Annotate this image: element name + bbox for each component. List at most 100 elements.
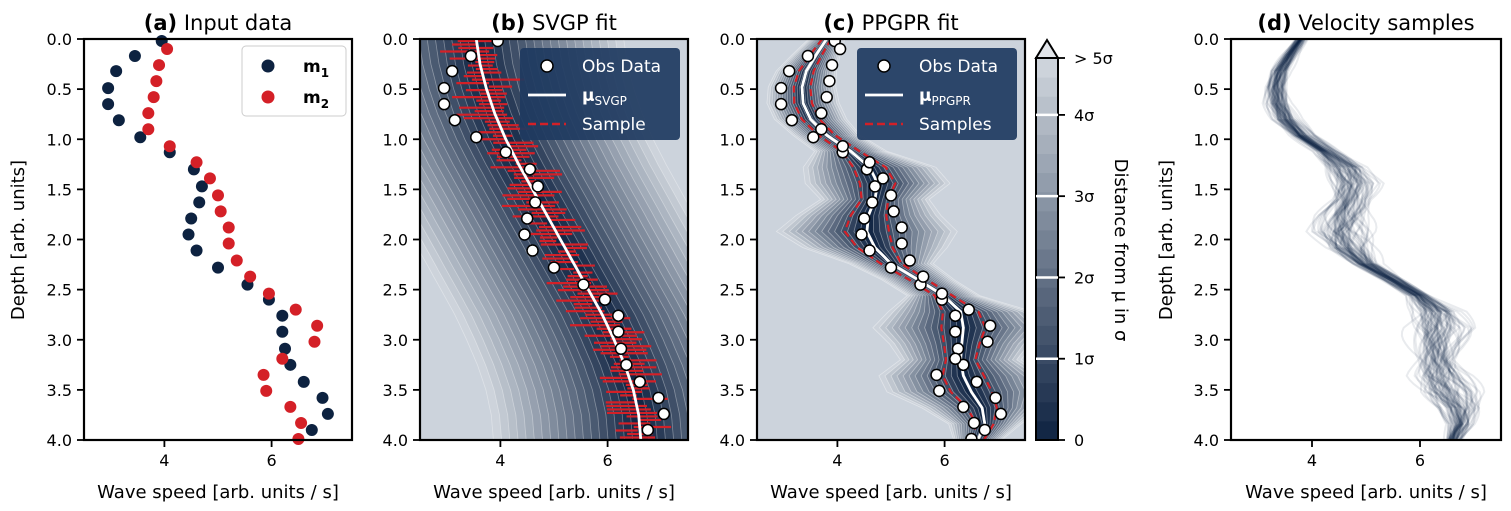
input-point-m2 — [212, 189, 224, 202]
input-point-m2 — [311, 319, 324, 332]
velocity-sample-line — [1267, 39, 1467, 440]
obs-point — [520, 212, 534, 225]
velocity-sample-line — [1270, 39, 1470, 440]
colorbar-block — [1036, 229, 1058, 250]
panel-b-x-label: Wave speed [arb. units / s] — [433, 482, 675, 503]
input-point-m2 — [222, 237, 235, 250]
obs-point — [884, 189, 898, 202]
x-tick-label: 4 — [495, 451, 505, 470]
y-tick-label: 3.5 — [47, 381, 72, 400]
colorbar-block — [1036, 191, 1058, 212]
obs-point — [491, 39, 504, 48]
y-tick-label: 3.0 — [47, 331, 72, 350]
velocity-sample-line — [1270, 39, 1477, 440]
y-tick-label: 2.0 — [383, 231, 408, 250]
panel-b-sample-bars — [440, 39, 672, 439]
panel-a-label: (a) — [144, 11, 177, 35]
input-point-m1 — [195, 180, 208, 193]
velocity-sample-line — [1276, 39, 1473, 440]
panel-c: (c) PPGPR fit 0.0 0.5 1.0 1.5 2.0 2.5 3.0 3.5 4.… — [720, 11, 1027, 503]
panel-c-legend-box — [857, 48, 1017, 140]
panel-b-legend-box — [520, 48, 680, 140]
obs-point — [949, 309, 962, 322]
input-point-m1 — [297, 375, 310, 388]
velocity-sample-line — [1280, 39, 1450, 440]
colorbar-label: Distance from μ in σ — [1110, 159, 1131, 342]
obs-point — [526, 244, 539, 257]
obs-point — [916, 270, 930, 283]
legend-marker-m2 — [261, 90, 275, 104]
velocity-sample-line — [1273, 39, 1470, 440]
obs-point — [983, 319, 997, 332]
y-tick-label: 0.5 — [47, 80, 72, 99]
panel-b-label: (b) — [491, 11, 525, 35]
obs-point — [598, 293, 612, 306]
obs-point — [470, 130, 483, 144]
panel-a-legend-box — [241, 45, 347, 117]
panel-b-title: (b) SVGP fit — [491, 11, 617, 35]
legend-marker-m1 — [261, 59, 275, 73]
obs-point — [836, 140, 850, 153]
input-point-m1 — [185, 212, 198, 225]
input-point-m2 — [230, 254, 243, 267]
input-point-m1 — [316, 391, 329, 404]
obs-point — [951, 342, 965, 356]
velocity-sample-line — [1280, 39, 1459, 440]
y-tick-label: 2.0 — [47, 231, 72, 250]
obs-point — [895, 221, 908, 234]
velocity-sample-line — [1281, 39, 1458, 440]
legend-sample-label-b: Sample — [582, 115, 646, 135]
velocity-sample-line — [1273, 39, 1463, 440]
velocity-sample-line — [1280, 39, 1461, 440]
colorbar-block — [1036, 382, 1058, 403]
y-tick-label: 2.0 — [720, 231, 745, 250]
panel-d-title-text: Velocity samples — [1298, 11, 1474, 35]
velocity-sample-line — [1276, 39, 1456, 440]
velocity-sample-line — [1276, 39, 1454, 440]
velocity-sample-line — [1274, 39, 1456, 440]
velocity-sample-line — [1279, 39, 1474, 440]
velocity-sample-line — [1271, 39, 1464, 440]
obs-point — [978, 423, 992, 437]
obs-point — [464, 49, 478, 63]
y-tick-label: 1.5 — [1194, 180, 1219, 199]
panel-c-label: (c) — [823, 11, 855, 35]
input-point-m1 — [279, 342, 291, 355]
input-point-m2 — [161, 43, 174, 56]
obs-point — [652, 391, 665, 405]
velocity-sample-line — [1274, 39, 1467, 440]
panel-b-obs-points — [437, 39, 671, 437]
panel-c-sample-lines — [792, 39, 999, 440]
obs-point — [981, 335, 994, 349]
velocity-sample-line — [1272, 39, 1461, 440]
input-point-m1 — [102, 82, 115, 95]
panel-a-title-text: Input data — [184, 11, 292, 35]
velocity-sample-line — [1281, 39, 1468, 440]
velocity-sample-line — [1269, 39, 1463, 440]
obs-point — [633, 375, 647, 389]
input-point-m2 — [257, 368, 270, 381]
x-tick-label: 4 — [832, 451, 842, 470]
input-point-m2 — [289, 303, 302, 316]
input-point-m1 — [305, 423, 318, 436]
obs-point — [887, 205, 900, 218]
input-point-m1 — [128, 50, 141, 63]
y-tick-label: 0.5 — [383, 80, 408, 99]
colorbar-block — [1036, 134, 1058, 154]
velocity-sample-line — [1272, 39, 1459, 440]
colorbar-extend-arrow — [1034, 38, 1060, 59]
panel-a-y-ticks: 0.0 0.5 1.0 1.5 2.0 2.5 3.0 3.5 4.0 — [47, 30, 84, 450]
obs-point — [820, 90, 833, 104]
obs-point — [612, 325, 625, 338]
colorbar-tick-label: 1σ — [1074, 350, 1094, 369]
colorbar-tick-label: 2σ — [1074, 268, 1094, 287]
y-tick-label: 3.5 — [720, 381, 745, 400]
velocity-sample-line — [1279, 39, 1461, 440]
legend-mean-label-c: μPPGPR — [919, 86, 971, 108]
obs-point — [445, 64, 459, 78]
velocity-sample-line — [1266, 39, 1463, 440]
obs-point — [437, 81, 451, 95]
y-tick-label: 0.0 — [720, 30, 745, 49]
velocity-sample-line — [1278, 39, 1477, 440]
input-point-m1 — [102, 98, 115, 111]
